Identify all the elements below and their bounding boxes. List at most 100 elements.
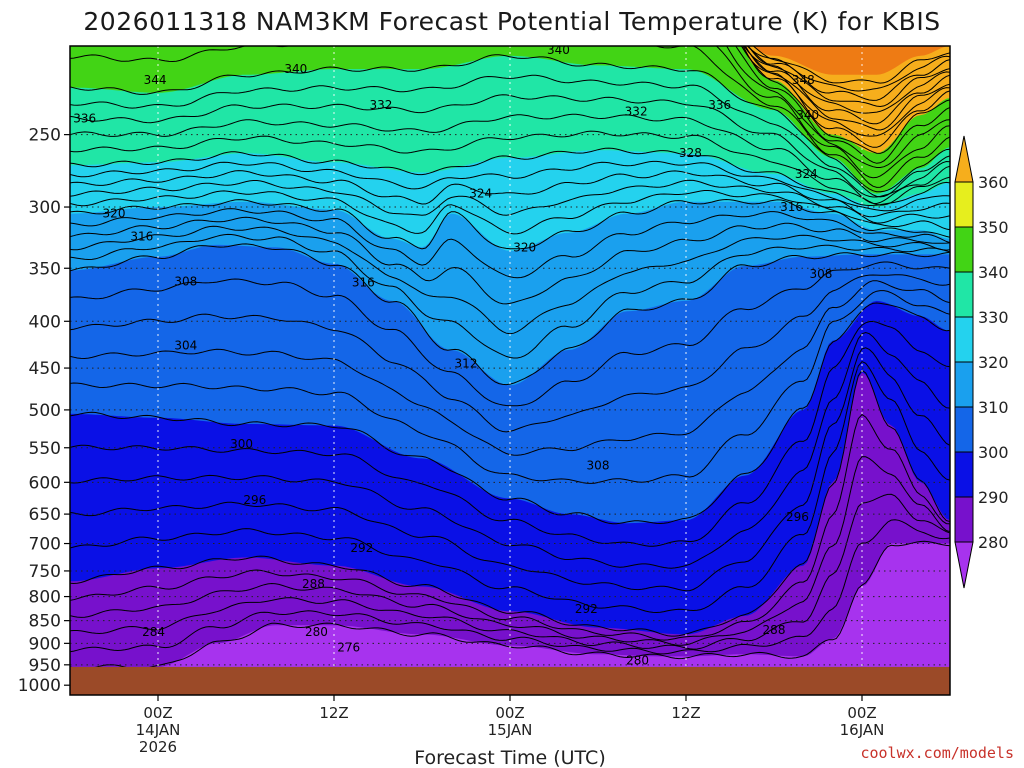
isentrope-label: 304 bbox=[174, 338, 197, 352]
isentrope-332 bbox=[70, 130, 950, 206]
isentrope-294 bbox=[70, 347, 950, 592]
isentrope-340 bbox=[70, 54, 950, 193]
y-tick-label: 600 bbox=[29, 473, 61, 493]
colorbar-box-300 bbox=[954, 406, 974, 453]
colorbar-label: 360 bbox=[978, 173, 1009, 192]
isentrope-290 bbox=[70, 369, 950, 637]
isentrope-label: 296 bbox=[243, 493, 266, 507]
y-tick-label: 250 bbox=[29, 126, 61, 146]
chart-title: 2026011318 NAM3KM Forecast Potential Tem… bbox=[83, 7, 940, 36]
isentrope-318 bbox=[70, 208, 950, 279]
isentrope-label: 316 bbox=[352, 276, 375, 290]
colorbar-label: 280 bbox=[978, 533, 1009, 552]
x-tick-label: 00Z bbox=[847, 704, 876, 722]
colorbar-label: 350 bbox=[978, 218, 1009, 237]
y-tick-label: 450 bbox=[29, 359, 61, 379]
y-tick-label: 750 bbox=[29, 562, 61, 582]
isentrope-338 bbox=[70, 74, 950, 198]
colorbar-label: 310 bbox=[978, 398, 1009, 417]
isentrope-label: 292 bbox=[350, 541, 373, 555]
isentrope-label: 324 bbox=[795, 167, 818, 181]
credit-text: coolwx.com/models bbox=[860, 744, 1014, 762]
isentrope-label: 308 bbox=[174, 275, 197, 289]
colorbar-bottom-arrow bbox=[954, 541, 974, 589]
y-tick-label: 1000 bbox=[18, 676, 61, 696]
isentrope-360 bbox=[743, 46, 950, 114]
ground-below-surface bbox=[70, 666, 950, 695]
isentrope-label: 336 bbox=[708, 98, 731, 112]
grid bbox=[70, 46, 950, 695]
isentrope-330 bbox=[70, 147, 950, 207]
isentrope-lines bbox=[70, 46, 950, 670]
isentrope-label: 324 bbox=[469, 187, 492, 201]
y-tick-label: 850 bbox=[29, 612, 61, 632]
x-axis-title: Forecast Time (UTC) bbox=[414, 747, 605, 768]
isentrope-282 bbox=[70, 519, 950, 655]
isentrope-label: 340 bbox=[284, 62, 307, 76]
isentrope-label: 328 bbox=[679, 146, 702, 160]
isentrope-368 bbox=[752, 46, 950, 84]
colorbar-top-arrow bbox=[954, 135, 974, 183]
colorbar-box-330 bbox=[954, 271, 974, 318]
colorbar-box-340 bbox=[954, 226, 974, 273]
isentrope-342 bbox=[70, 46, 950, 188]
isentrope-label: 312 bbox=[455, 357, 478, 371]
isentrope-346 bbox=[726, 46, 950, 168]
isentrope-label: 284 bbox=[142, 625, 165, 639]
isentrope-label: 280 bbox=[305, 625, 328, 639]
potential-temperature-fill bbox=[70, 46, 950, 695]
isentrope-316 bbox=[70, 216, 950, 305]
isentrope-label: 308 bbox=[809, 267, 832, 281]
isentrope-label: 296 bbox=[786, 510, 809, 524]
isentrope-286 bbox=[70, 456, 950, 646]
y-tick-label: 550 bbox=[29, 439, 61, 459]
fill-band-280 bbox=[70, 543, 950, 695]
colorbar-label: 320 bbox=[978, 353, 1009, 372]
colorbar-box-290 bbox=[954, 451, 974, 498]
y-tick-label: 650 bbox=[29, 505, 61, 525]
isentrope-label: 340 bbox=[796, 108, 819, 122]
isentrope-328 bbox=[70, 160, 950, 212]
isentrope-300 bbox=[70, 302, 950, 525]
isentrope-348 bbox=[735, 46, 950, 164]
isentrope-label: 320 bbox=[513, 240, 536, 254]
colorbar-label: 290 bbox=[978, 488, 1009, 507]
isentrope-label: 320 bbox=[103, 207, 126, 221]
x-tick-label: 2026 bbox=[139, 738, 177, 756]
isentrope-320 bbox=[70, 198, 950, 250]
y-tick-label: 400 bbox=[29, 312, 61, 332]
y-tick-label: 700 bbox=[29, 535, 61, 555]
x-tick-label: 00Z bbox=[143, 704, 172, 722]
isentrope-label: 348 bbox=[792, 73, 815, 87]
isentrope-310 bbox=[70, 243, 950, 386]
y-tick-label: 950 bbox=[29, 656, 61, 676]
x-tick-label: 12Z bbox=[671, 704, 700, 722]
isentrope-334 bbox=[70, 113, 950, 205]
y-tick-label: 500 bbox=[29, 401, 61, 421]
isentrope-298 bbox=[70, 320, 950, 547]
isentrope-362 bbox=[747, 46, 950, 108]
isentrope-314 bbox=[70, 225, 950, 335]
isentrope-312 bbox=[70, 233, 950, 359]
colorbar: 280 290 300 310 320 330 340 350 360 bbox=[954, 135, 1009, 589]
isentrope-label: 344 bbox=[144, 73, 167, 87]
y-tick-label: 900 bbox=[29, 634, 61, 654]
isentrope-364 bbox=[747, 46, 950, 101]
isentrope-326 bbox=[70, 170, 950, 218]
isentrope-label: 288 bbox=[763, 623, 786, 637]
isentrope-358 bbox=[744, 46, 950, 125]
colorbar-label: 330 bbox=[978, 308, 1009, 327]
x-tick-label: 16JAN bbox=[840, 721, 885, 739]
x-tick-label: 12Z bbox=[319, 704, 348, 722]
isentrope-350 bbox=[740, 46, 950, 154]
isentrope-label: 316 bbox=[780, 200, 803, 214]
y-axis: 2503003504004505005506006507007508008509… bbox=[18, 126, 70, 696]
isentrope-labels: 344 340 332 340 332 336 348 340 336 328 324 324 316 3… bbox=[73, 43, 832, 668]
isentrope-366 bbox=[746, 46, 950, 92]
isentrope-label: 288 bbox=[302, 577, 325, 591]
isentrope-label: 340 bbox=[547, 43, 570, 57]
isentrope-label: 332 bbox=[369, 98, 392, 112]
isentrope-label: 308 bbox=[587, 458, 610, 472]
